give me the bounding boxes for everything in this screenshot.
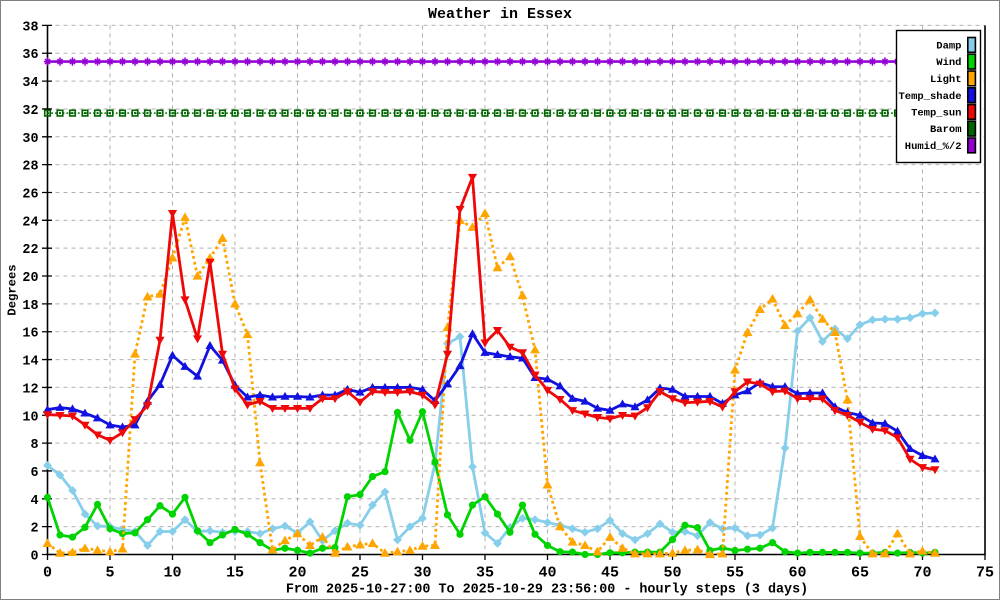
svg-text:Humid_%/2: Humid_%/2 bbox=[905, 141, 962, 153]
svg-text:22: 22 bbox=[22, 243, 38, 258]
svg-text:10: 10 bbox=[22, 410, 38, 425]
svg-text:20: 20 bbox=[22, 271, 38, 286]
svg-text:Weather in Essex: Weather in Essex bbox=[428, 6, 572, 23]
svg-text:38: 38 bbox=[22, 20, 38, 35]
svg-text:45: 45 bbox=[601, 565, 619, 582]
svg-text:From 2025-10-27:00 To 2025-10-: From 2025-10-27:00 To 2025-10-29 23:56:0… bbox=[286, 583, 808, 598]
svg-text:Damp: Damp bbox=[936, 41, 961, 53]
svg-text:60: 60 bbox=[788, 565, 806, 582]
svg-text:15: 15 bbox=[226, 565, 244, 582]
svg-text:20: 20 bbox=[288, 565, 306, 582]
svg-text:40: 40 bbox=[538, 565, 556, 582]
svg-text:Barom: Barom bbox=[930, 124, 962, 136]
svg-text:2: 2 bbox=[30, 522, 38, 537]
svg-text:18: 18 bbox=[22, 299, 38, 314]
svg-text:70: 70 bbox=[913, 565, 931, 582]
svg-text:Temp_sun: Temp_sun bbox=[911, 108, 961, 120]
svg-text:24: 24 bbox=[22, 215, 38, 230]
svg-text:4: 4 bbox=[30, 494, 38, 509]
svg-text:6: 6 bbox=[30, 466, 38, 481]
svg-text:30: 30 bbox=[413, 565, 431, 582]
svg-text:Light: Light bbox=[930, 74, 962, 86]
svg-text:8: 8 bbox=[30, 438, 38, 453]
svg-text:55: 55 bbox=[726, 565, 744, 582]
svg-text:0: 0 bbox=[30, 550, 38, 565]
svg-text:26: 26 bbox=[22, 188, 38, 203]
svg-text:36: 36 bbox=[22, 48, 38, 63]
svg-text:12: 12 bbox=[22, 382, 38, 397]
svg-text:32: 32 bbox=[22, 104, 38, 119]
svg-text:Wind: Wind bbox=[936, 57, 961, 69]
svg-text:35: 35 bbox=[476, 565, 494, 582]
svg-text:25: 25 bbox=[351, 565, 369, 582]
svg-text:34: 34 bbox=[22, 76, 38, 91]
svg-text:10: 10 bbox=[163, 565, 181, 582]
svg-text:Temp_shade: Temp_shade bbox=[898, 91, 961, 103]
svg-text:50: 50 bbox=[663, 565, 681, 582]
svg-text:65: 65 bbox=[851, 565, 869, 582]
svg-text:28: 28 bbox=[22, 160, 38, 175]
svg-text:14: 14 bbox=[22, 355, 38, 370]
svg-text:75: 75 bbox=[976, 565, 994, 582]
svg-text:16: 16 bbox=[22, 327, 38, 342]
svg-text:30: 30 bbox=[22, 132, 38, 147]
svg-text:5: 5 bbox=[105, 565, 114, 582]
svg-text:0: 0 bbox=[43, 565, 52, 582]
svg-text:Degrees: Degrees bbox=[6, 264, 20, 315]
